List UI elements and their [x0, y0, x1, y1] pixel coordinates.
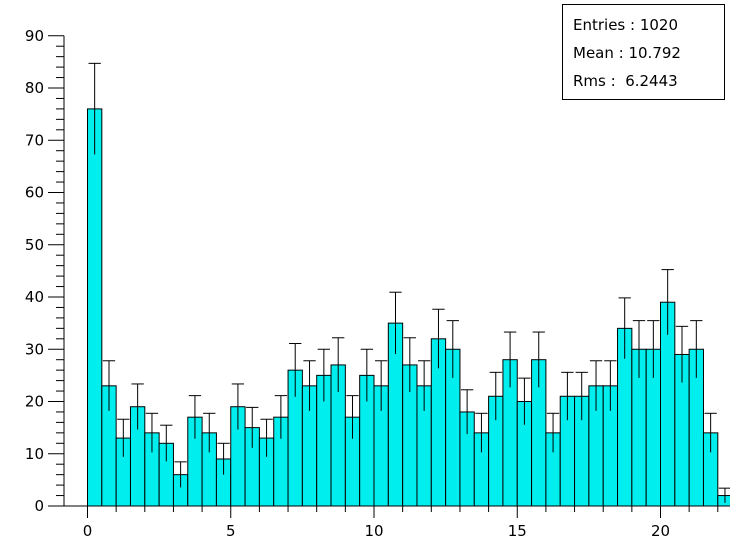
y-tick-label: 70 [25, 131, 44, 149]
stats-entries: Entries : 1020 [573, 16, 679, 34]
x-tick-label: 15 [508, 522, 527, 540]
x-tick-label: 5 [226, 522, 236, 540]
y-tick-label: 80 [25, 79, 44, 97]
histogram-bar [87, 108, 103, 507]
x-tick-label: 10 [364, 522, 383, 540]
y-tick-label: 20 [25, 393, 44, 411]
y-tick-label: 0 [34, 497, 44, 515]
stats-rms: Rms : 6.2443 [573, 72, 678, 90]
stats-box: Entries : 1020 Mean : 10.792 Rms : 6.244… [562, 4, 725, 100]
y-tick-label: 10 [25, 445, 44, 463]
histogram-bar [717, 495, 730, 507]
x-tick-label: 0 [83, 522, 93, 540]
x-tick-label: 20 [651, 522, 670, 540]
y-tick-label: 50 [25, 236, 44, 254]
y-tick-label: 60 [25, 184, 44, 202]
y-tick-label: 90 [25, 27, 44, 45]
bars-layer [87, 62, 730, 507]
y-tick-label: 30 [25, 340, 44, 358]
y-tick-label: 40 [25, 288, 44, 306]
axes-layer: 0 10 20 30 40 50 60 70 80 90 0 5 10 15 20 [25, 27, 727, 540]
stats-mean: Mean : 10.792 [573, 44, 681, 62]
